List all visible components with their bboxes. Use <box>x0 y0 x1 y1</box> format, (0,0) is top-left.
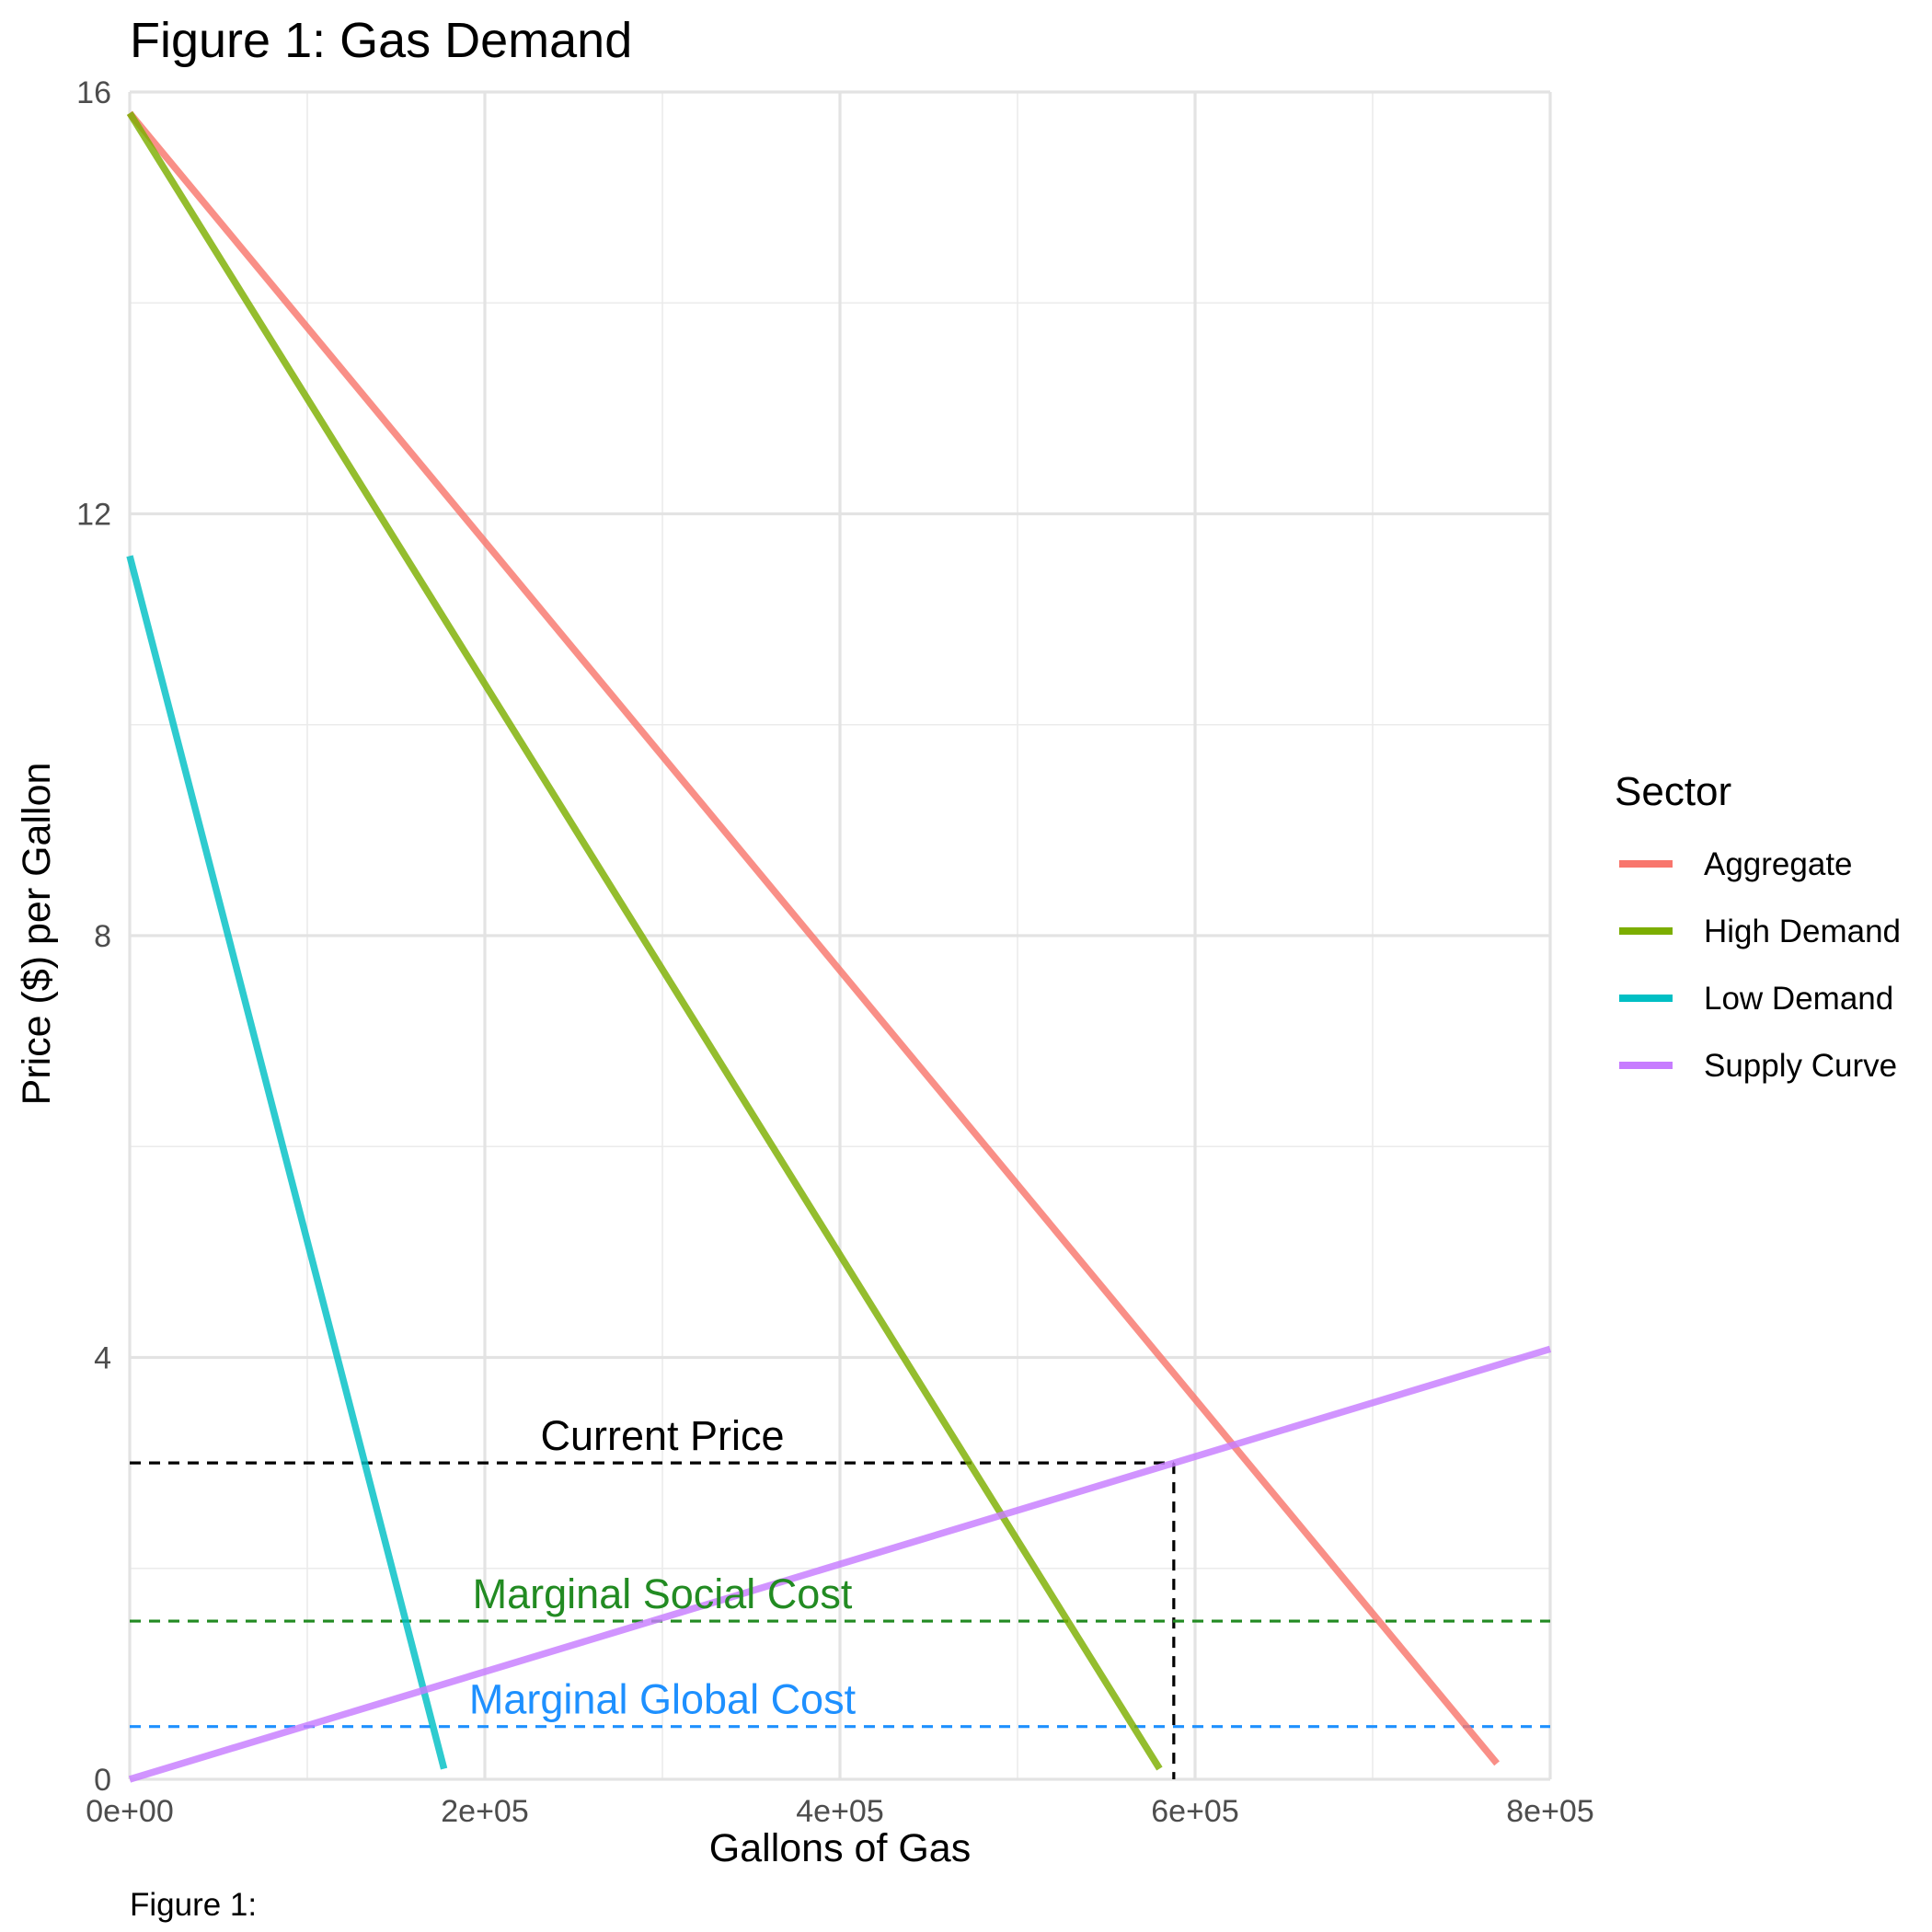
y-tick-label: 8 <box>94 919 111 954</box>
legend-title: Sector <box>1615 769 1731 814</box>
figure-caption: Figure 1: <box>130 1887 257 1923</box>
series-line-high-demand <box>126 110 1163 1771</box>
marginal-global-cost-label: Marginal Global Cost <box>469 1676 857 1723</box>
y-axis-title: Price ($) per Gallon <box>15 763 59 1106</box>
chart-title: Figure 1: Gas Demand <box>130 13 632 68</box>
x-tick-label: 8e+05 <box>1506 1794 1594 1829</box>
x-tick-label: 6e+05 <box>1151 1794 1239 1829</box>
y-tick-label: 16 <box>76 75 111 110</box>
legend-label-low-demand: Low Demand <box>1704 981 1893 1017</box>
reference-lines <box>130 1461 1550 1779</box>
current-price-label: Current Price <box>540 1412 784 1459</box>
series-line-low-demand <box>126 555 448 1770</box>
series-line-supply-curve <box>128 1345 1552 1783</box>
series-lines <box>126 110 1552 1783</box>
x-tick-label: 0e+00 <box>86 1794 174 1829</box>
legend-label-high-demand: High Demand <box>1704 914 1901 949</box>
series-line-aggregate <box>127 110 1500 1766</box>
x-tick-label: 2e+05 <box>441 1794 529 1829</box>
legend: Sector Aggregate High Demand Low Demand Sup… <box>1615 769 1901 1084</box>
reference-line-annotations: Current Price Marginal Social Cost Margina… <box>469 1412 857 1723</box>
marginal-social-cost-label: Marginal Social Cost <box>473 1570 853 1617</box>
y-tick-label: 4 <box>94 1341 111 1376</box>
x-tick-label: 4e+05 <box>796 1794 884 1829</box>
y-tick-label: 12 <box>76 498 111 533</box>
y-tick-label: 0 <box>94 1763 111 1798</box>
plot-grid <box>128 90 1552 1781</box>
legend-label-supply-curve: Supply Curve <box>1704 1048 1897 1084</box>
axis-ticks: 0e+00 2e+05 4e+05 6e+05 8e+05 0 4 8 12 16 <box>76 75 1594 1829</box>
x-axis-title: Gallons of Gas <box>709 1826 971 1870</box>
legend-label-aggregate: Aggregate <box>1704 846 1853 882</box>
